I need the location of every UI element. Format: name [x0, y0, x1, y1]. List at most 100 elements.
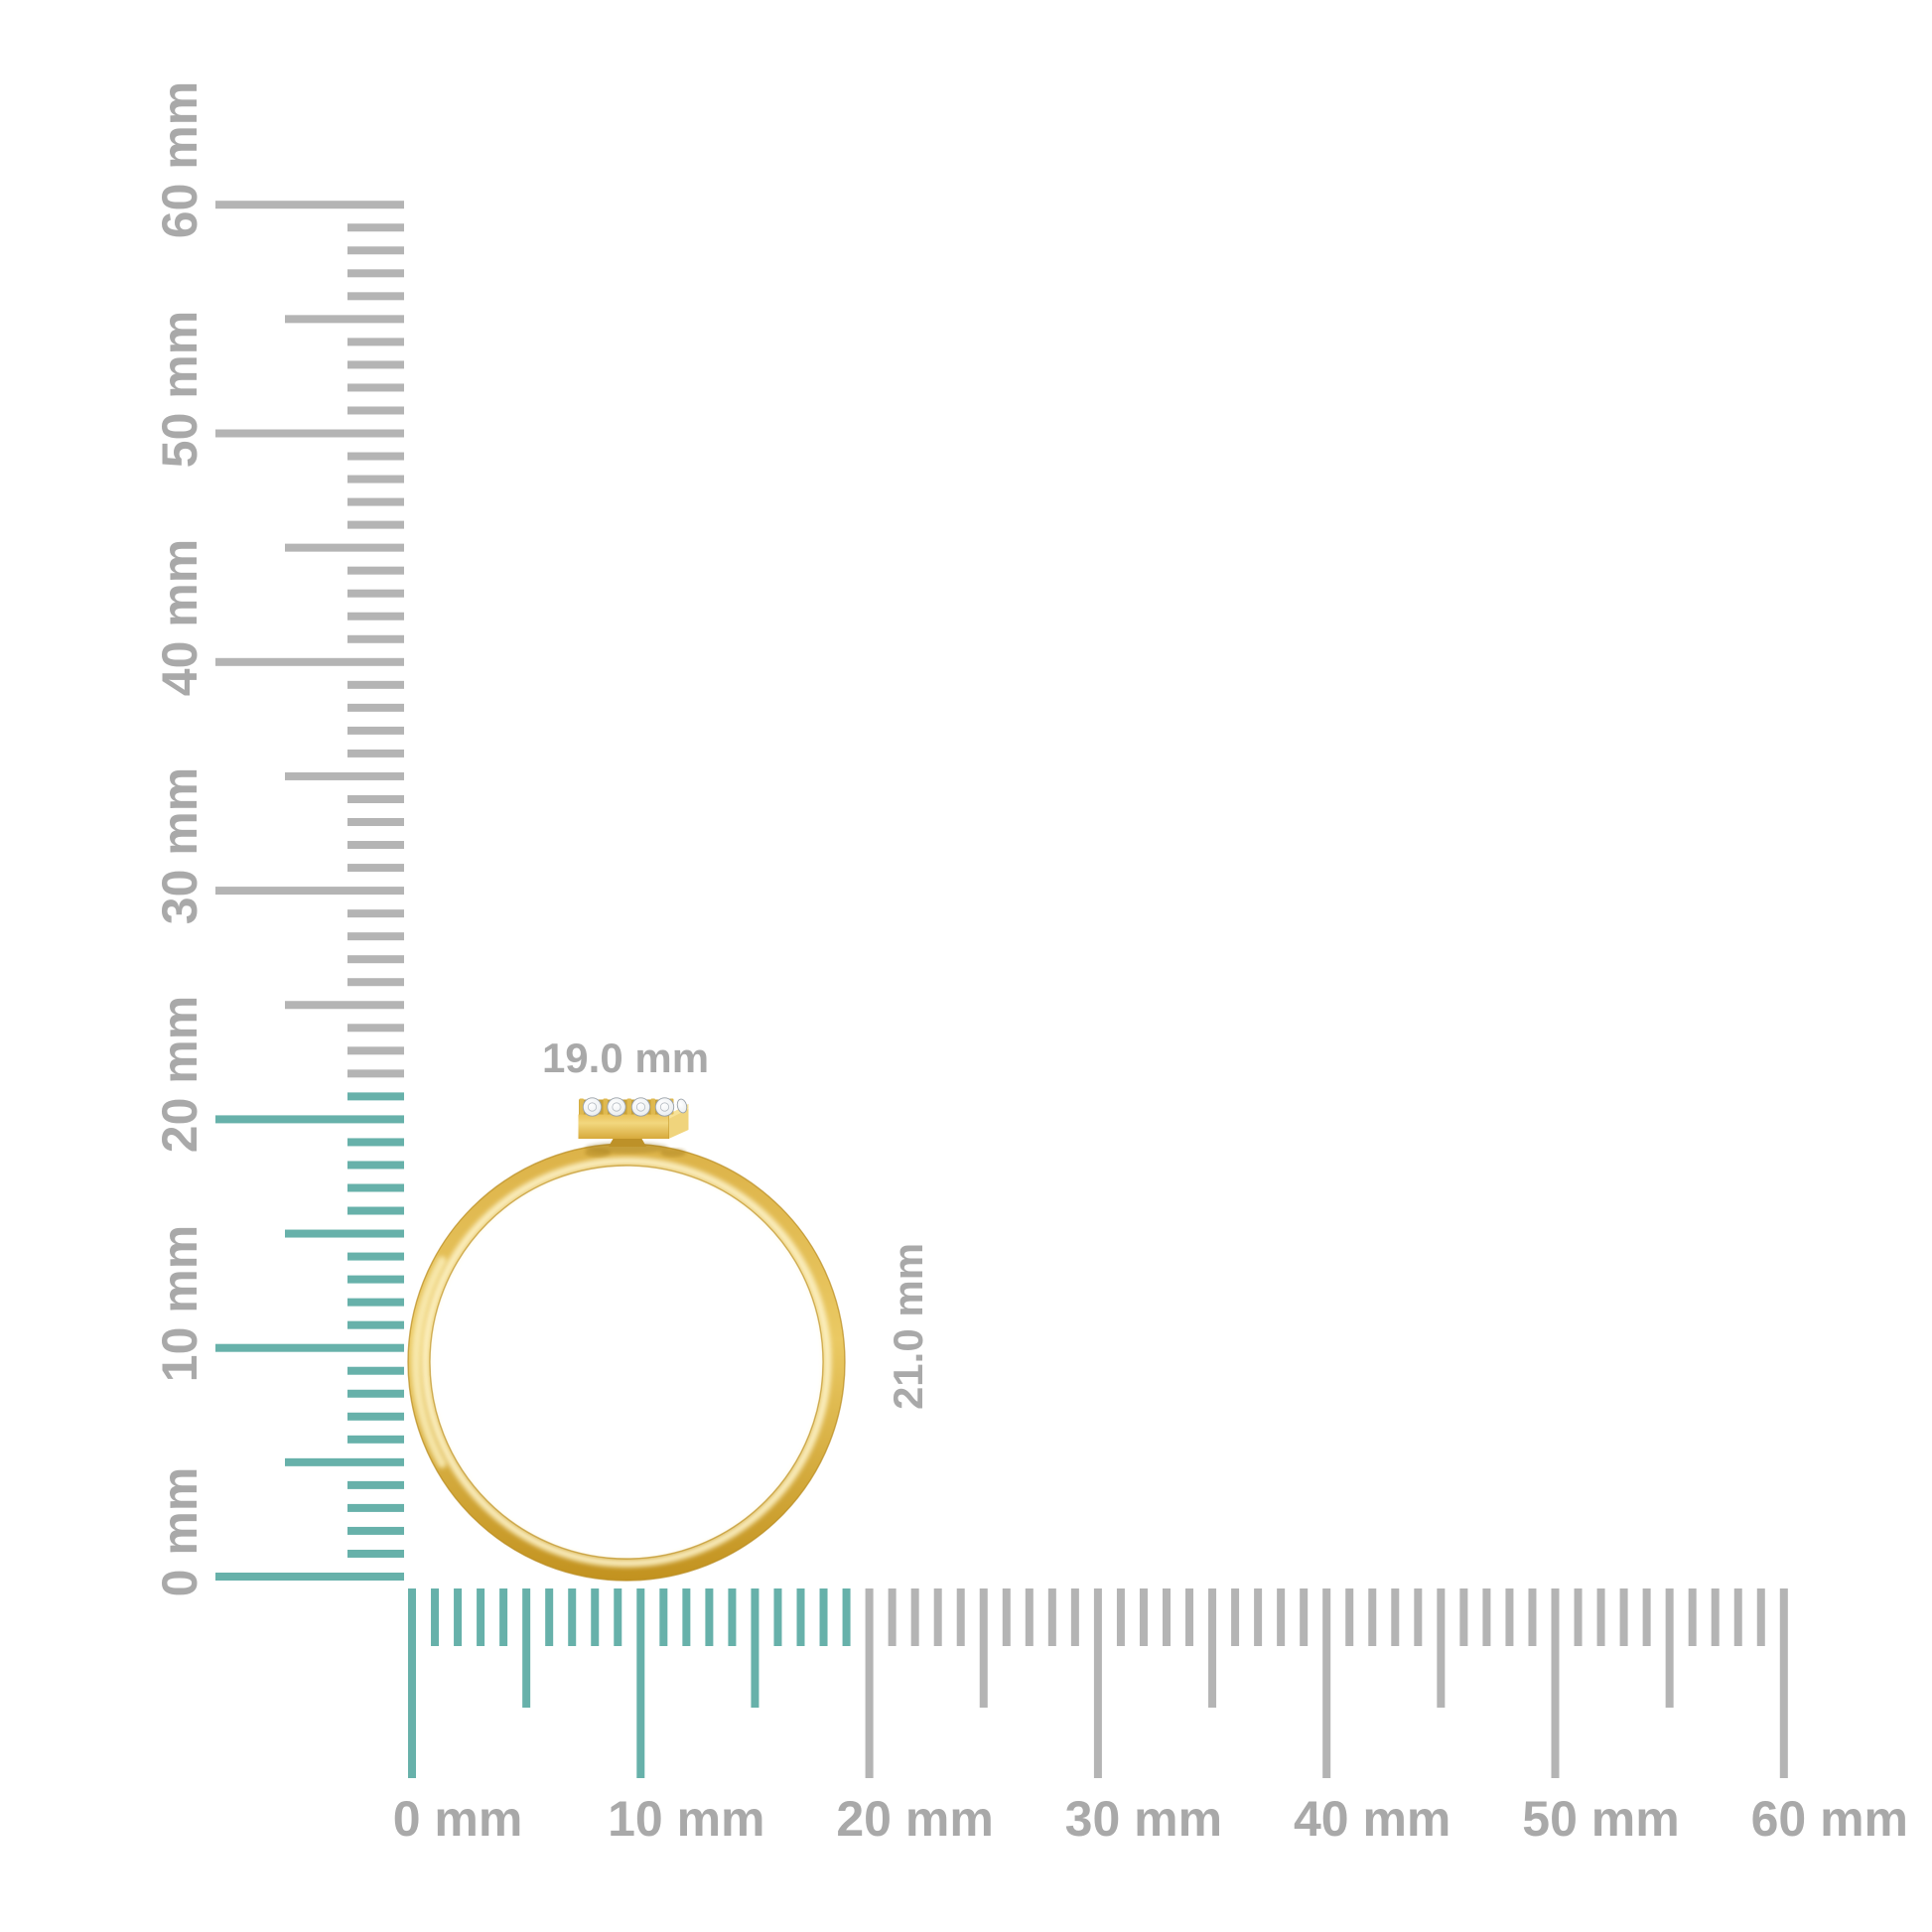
horizontal-ruler-tick-33mm — [1162, 1588, 1171, 1646]
horizontal-ruler-tick-48mm — [1505, 1588, 1514, 1646]
vertical-ruler-tick-15mm — [285, 1229, 404, 1238]
vertical-ruler-tick-18mm — [347, 1161, 404, 1170]
horizontal-ruler-label-60mm: 60 mm — [1750, 1791, 1909, 1847]
vertical-ruler-tick-59mm — [347, 223, 404, 232]
vertical-ruler-tick-11mm — [347, 1320, 404, 1329]
vertical-ruler-tick-10mm — [215, 1343, 404, 1352]
vertical-ruler-tick-29mm — [347, 909, 404, 918]
horizontal-ruler-tick-54mm — [1642, 1588, 1651, 1646]
horizontal-ruler-label-30mm: 30 mm — [1064, 1791, 1223, 1847]
horizontal-ruler — [408, 1588, 1788, 1778]
horizontal-ruler-tick-49mm — [1528, 1588, 1537, 1646]
diamond-stone-side — [676, 1098, 688, 1114]
vertical-ruler-label-60mm: 60 mm — [152, 80, 207, 239]
vertical-ruler-tick-51mm — [347, 406, 404, 415]
vertical-ruler-tick-46mm — [347, 520, 404, 529]
vertical-ruler-tick-13mm — [347, 1275, 404, 1284]
horizontal-ruler-tick-3mm — [477, 1588, 485, 1646]
vertical-ruler-tick-0mm — [215, 1573, 404, 1581]
vertical-ruler-tick-30mm — [215, 887, 404, 896]
horizontal-ruler-tick-44mm — [1414, 1588, 1423, 1646]
horizontal-ruler-tick-12mm — [682, 1588, 691, 1646]
horizontal-ruler-tick-43mm — [1391, 1588, 1400, 1646]
vertical-ruler-tick-33mm — [347, 818, 404, 827]
horizontal-ruler-tick-9mm — [614, 1588, 622, 1646]
vertical-ruler-tick-52mm — [347, 383, 404, 392]
vertical-ruler-tick-32mm — [347, 841, 404, 850]
horizontal-ruler-tick-41mm — [1345, 1588, 1354, 1646]
horizontal-ruler-tick-17mm — [796, 1588, 805, 1646]
vertical-ruler-tick-35mm — [285, 771, 404, 780]
vertical-ruler-tick-5mm — [285, 1457, 404, 1466]
vertical-ruler-tick-41mm — [347, 634, 404, 643]
vertical-ruler-tick-2mm — [347, 1526, 404, 1535]
horizontal-ruler-tick-6mm — [545, 1588, 554, 1646]
vertical-ruler-label-30mm: 30 mm — [152, 766, 207, 925]
vertical-ruler-tick-19mm — [347, 1138, 404, 1147]
horizontal-ruler-tick-59mm — [1756, 1588, 1765, 1646]
horizontal-ruler-label-0mm: 0 mm — [392, 1791, 523, 1847]
vertical-ruler-tick-4mm — [347, 1480, 404, 1489]
vertical-ruler-tick-7mm — [347, 1412, 404, 1421]
horizontal-ruler-tick-16mm — [773, 1588, 782, 1646]
diamond-table — [635, 1102, 646, 1112]
horizontal-ruler-tick-18mm — [819, 1588, 828, 1646]
horizontal-ruler-tick-22mm — [910, 1588, 919, 1646]
horizontal-ruler-tick-7mm — [568, 1588, 577, 1646]
horizontal-ruler-tick-34mm — [1185, 1588, 1194, 1646]
vertical-ruler-label-0mm: 0 mm — [152, 1466, 207, 1597]
horizontal-ruler-tick-20mm — [865, 1588, 874, 1778]
vertical-ruler-tick-9mm — [347, 1366, 404, 1375]
vertical-ruler-tick-16mm — [347, 1206, 404, 1215]
horizontal-ruler-tick-32mm — [1139, 1588, 1148, 1646]
vertical-ruler-tick-23mm — [347, 1046, 404, 1055]
vertical-ruler-tick-57mm — [347, 269, 404, 278]
vertical-ruler-tick-28mm — [347, 932, 404, 941]
vertical-ruler-tick-8mm — [347, 1389, 404, 1398]
diamond-row — [582, 1097, 688, 1117]
prong — [603, 1098, 608, 1115]
horizontal-ruler-tick-51mm — [1574, 1588, 1583, 1646]
band-reflection-left — [585, 1148, 611, 1158]
horizontal-ruler-tick-60mm — [1779, 1588, 1788, 1778]
diamond-table — [612, 1102, 621, 1112]
horizontal-ruler-tick-38mm — [1277, 1588, 1286, 1646]
vertical-ruler-tick-1mm — [347, 1549, 404, 1558]
vertical-ruler-tick-53mm — [347, 360, 404, 369]
horizontal-ruler-tick-52mm — [1596, 1588, 1605, 1646]
vertical-ruler-tick-40mm — [215, 657, 404, 666]
horizontal-ruler-tick-26mm — [1002, 1588, 1011, 1646]
ring-band — [408, 1144, 845, 1581]
vertical-ruler-tick-42mm — [347, 612, 404, 621]
vertical-ruler-tick-56mm — [347, 292, 404, 301]
horizontal-ruler-tick-4mm — [499, 1588, 508, 1646]
diamond-facets — [587, 1102, 670, 1112]
vertical-ruler-tick-27mm — [347, 955, 404, 964]
horizontal-ruler-tick-57mm — [1711, 1588, 1720, 1646]
vertical-ruler-tick-60mm — [215, 201, 404, 209]
horizontal-ruler-tick-56mm — [1688, 1588, 1697, 1646]
vertical-ruler-tick-39mm — [347, 680, 404, 689]
horizontal-ruler-tick-50mm — [1551, 1588, 1560, 1778]
vertical-ruler-tick-45mm — [285, 543, 404, 552]
vertical-ruler-tick-6mm — [347, 1435, 404, 1444]
vertical-ruler-tick-21mm — [347, 1092, 404, 1101]
horizontal-ruler-tick-47mm — [1482, 1588, 1491, 1646]
diamond-table — [659, 1102, 670, 1112]
horizontal-ruler-tick-40mm — [1322, 1588, 1331, 1778]
ring-band-inner-edge — [429, 1165, 824, 1560]
horizontal-ruler-tick-46mm — [1459, 1588, 1468, 1646]
horizontal-ruler-tick-27mm — [1025, 1588, 1034, 1646]
vertical-ruler-tick-37mm — [347, 726, 404, 735]
vertical-ruler-tick-36mm — [347, 749, 404, 758]
horizontal-ruler-tick-55mm — [1665, 1588, 1674, 1708]
vertical-ruler-tick-14mm — [347, 1252, 404, 1261]
vertical-ruler-tick-50mm — [215, 429, 404, 438]
horizontal-ruler-tick-2mm — [454, 1588, 463, 1646]
vertical-ruler-tick-43mm — [347, 589, 404, 598]
horizontal-ruler-tick-45mm — [1437, 1588, 1446, 1708]
horizontal-ruler-label-50mm: 50 mm — [1522, 1791, 1680, 1847]
vertical-ruler-tick-34mm — [347, 794, 404, 803]
